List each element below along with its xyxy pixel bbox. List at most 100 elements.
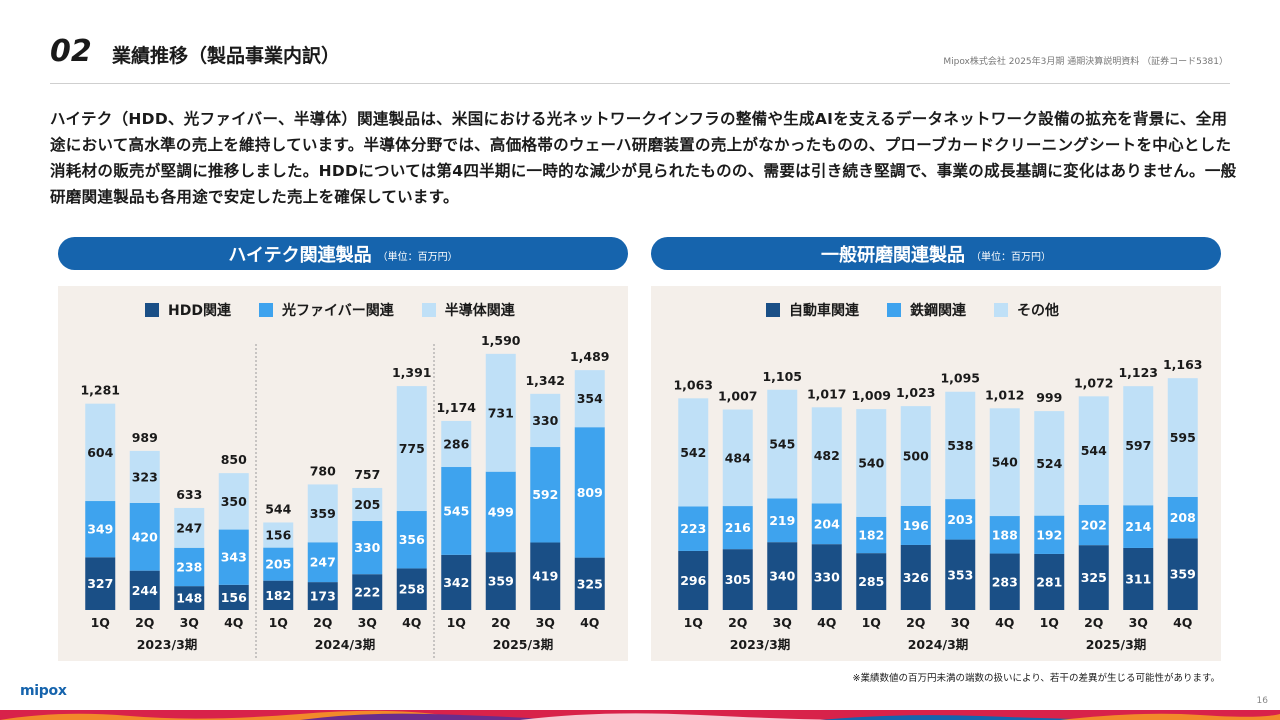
bar-value-label: 247	[176, 520, 202, 535]
bar-value-label: 604	[87, 445, 113, 460]
x-group-label: 2024/3期	[908, 637, 969, 652]
x-tick-label: 4Q	[580, 615, 599, 630]
bar-total-label: 1,174	[436, 400, 476, 415]
legend-label: 鉄鋼関連	[910, 303, 966, 319]
bar-value-label: 359	[488, 574, 514, 589]
bar-segment	[174, 586, 205, 610]
x-tick-label: 4Q	[1173, 615, 1192, 630]
bar-value-label: 592	[532, 487, 558, 502]
bar-value-label: 192	[1036, 527, 1062, 542]
bar-value-label: 208	[1170, 510, 1196, 525]
bar-value-label: 545	[769, 437, 795, 452]
legend-swatch	[994, 303, 1008, 317]
bar-segment	[989, 553, 1020, 610]
bar-segment	[900, 544, 931, 610]
bar-value-label: 524	[1036, 456, 1062, 471]
bar-segment	[678, 398, 709, 507]
x-tick-label: 3Q	[358, 615, 377, 630]
hitech-chart-header: ハイテク関連製品 （単位：百万円）	[58, 237, 628, 270]
bar-segment	[722, 506, 753, 550]
bar-segment	[1123, 547, 1154, 610]
bar-value-label: 202	[1081, 518, 1107, 533]
x-group-label: 2024/3期	[315, 637, 376, 652]
bar-value-label: 595	[1170, 430, 1196, 445]
legend-swatch	[766, 303, 780, 317]
bar-value-label: 327	[87, 576, 113, 591]
bar-total-label: 1,163	[1163, 357, 1203, 372]
bar-segment	[811, 407, 842, 504]
general-chart-header: 一般研磨関連製品 （単位：百万円）	[651, 237, 1221, 270]
x-group-label: 2025/3期	[493, 637, 554, 652]
legend-label: その他	[1017, 303, 1059, 319]
bar-segment	[263, 522, 294, 548]
bar-segment	[1034, 411, 1065, 516]
bar-value-label: 420	[132, 529, 158, 544]
bar-value-label: 342	[443, 575, 469, 590]
hitech-chart-title: ハイテク関連製品	[228, 244, 372, 266]
general-bar-chart: 296 223 542 1,063 1Q 305 216 484 1,007 2Q 340 219 54…	[673, 357, 1203, 652]
bar-value-label: 244	[132, 583, 158, 598]
bar-value-label: 731	[488, 405, 514, 420]
legend-label: 光ファイバー関連	[281, 303, 394, 319]
x-tick-label: 2Q	[1084, 615, 1103, 630]
company-info: Mipox株式会社 2025年3月期 通期決算説明資料 （証券コード5381）	[943, 57, 1228, 67]
legend-label: 自動車関連	[789, 303, 859, 319]
bar-segment	[1078, 545, 1109, 610]
bar-segment	[307, 542, 338, 583]
bar-segment	[530, 393, 561, 448]
bar-value-label: 353	[947, 567, 973, 582]
bar-value-label: 205	[354, 497, 380, 512]
general-chart-unit: （単位：百万円）	[971, 252, 1051, 263]
section-number: 02	[50, 34, 92, 69]
bar-segment	[352, 487, 383, 522]
bar-value-label: 354	[577, 391, 603, 406]
bar-segment	[989, 408, 1020, 517]
bar-segment	[218, 529, 249, 585]
bar-segment	[678, 550, 709, 610]
bar-value-label: 203	[947, 512, 973, 527]
legend-swatch	[421, 303, 436, 317]
bar-value-label: 305	[725, 572, 751, 587]
bar-value-label: 325	[1081, 570, 1107, 585]
bar-segment	[811, 544, 842, 610]
bar-segment	[856, 553, 887, 610]
bar-value-label: 500	[903, 448, 929, 463]
bar-value-label: 330	[532, 413, 558, 428]
bar-value-label: 484	[725, 450, 751, 465]
bar-segment	[722, 409, 753, 507]
legend-item: HDD関連	[145, 300, 231, 320]
bar-value-label: 540	[858, 455, 884, 470]
bar-value-label: 281	[1036, 574, 1062, 589]
x-tick-label: 1Q	[862, 615, 881, 630]
hitech-bar-chart: 327 349 604 1,281 1Q 244 420 323 989 2Q 148 238 247 6…	[80, 333, 610, 658]
legend-swatch	[258, 303, 273, 317]
legend-item: 光ファイバー関連	[258, 300, 394, 320]
x-tick-label: 2Q	[135, 615, 154, 630]
bar-value-label: 196	[903, 518, 929, 533]
bar-total-label: 1,012	[985, 387, 1025, 402]
bar-total-label: 1,489	[570, 349, 610, 364]
bar-segment	[307, 582, 338, 610]
decorative-footer-band	[0, 710, 1280, 720]
x-tick-label: 3Q	[536, 615, 555, 630]
x-tick-label: 1Q	[1040, 615, 1059, 630]
x-tick-label: 4Q	[817, 615, 836, 630]
bar-value-label: 325	[577, 576, 603, 591]
x-tick-label: 1Q	[269, 615, 288, 630]
bar-segment	[485, 471, 516, 553]
bar-total-label: 1,391	[392, 365, 432, 380]
bar-value-label: 499	[488, 504, 514, 519]
bar-segment	[722, 549, 753, 610]
bar-value-label: 283	[992, 574, 1018, 589]
bar-segment	[1034, 553, 1065, 610]
x-tick-label: 3Q	[180, 615, 199, 630]
bar-segment	[85, 557, 116, 610]
bar-value-label: 482	[814, 448, 840, 463]
bar-value-label: 350	[221, 494, 247, 509]
bar-segment	[396, 511, 427, 569]
x-tick-label: 2Q	[728, 615, 747, 630]
bar-segment	[174, 547, 205, 587]
x-tick-label: 1Q	[91, 615, 110, 630]
bar-total-label: 1,123	[1118, 365, 1158, 380]
bar-value-label: 258	[399, 582, 425, 597]
